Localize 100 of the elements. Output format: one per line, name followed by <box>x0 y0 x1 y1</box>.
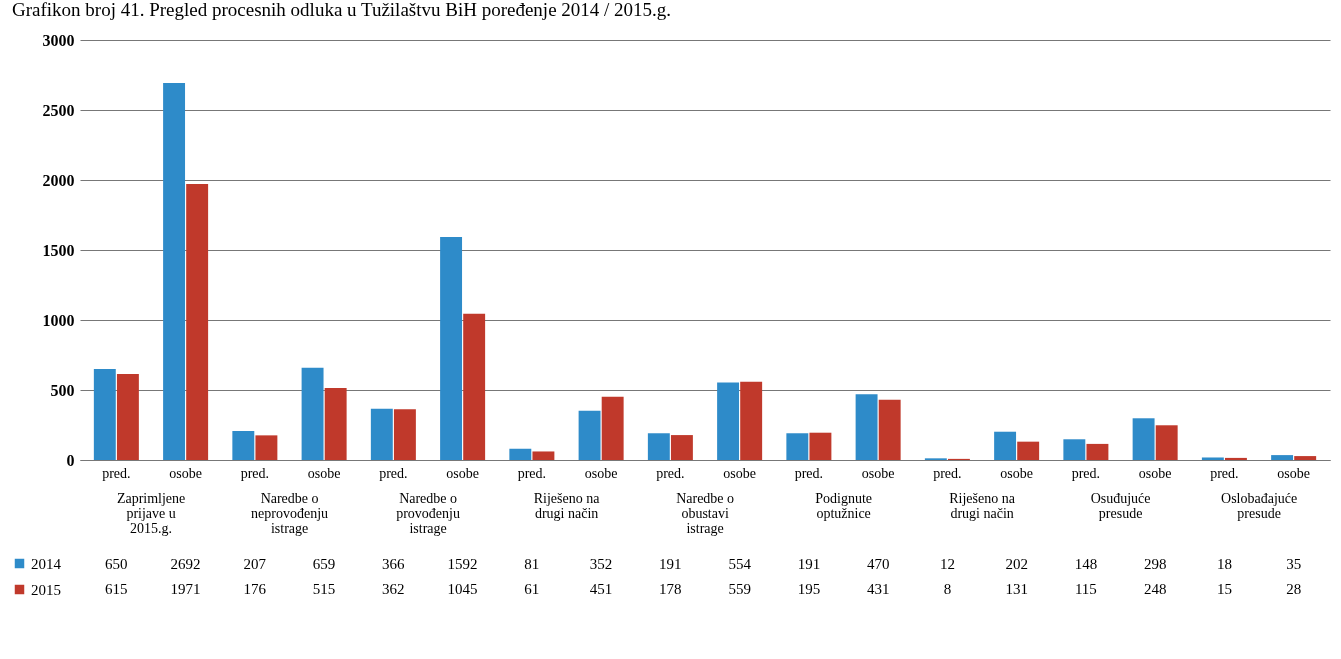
bar <box>1086 443 1109 460</box>
x-tick-label: pred. <box>379 465 408 481</box>
x-tick-label: osobe <box>446 465 479 481</box>
data-label: 515 <box>312 581 336 597</box>
y-tick-label: 2500 <box>42 101 75 119</box>
x-tick-label: osobe <box>1277 465 1310 481</box>
bar <box>324 387 347 460</box>
data-label: 15 <box>1216 581 1232 597</box>
data-label: 176 <box>243 581 267 597</box>
y-tick-label: 3000 <box>42 31 75 49</box>
bar <box>393 409 416 460</box>
y-tick-label: 500 <box>50 381 75 399</box>
bar <box>786 433 809 460</box>
x-tick-label: osobe <box>307 465 341 481</box>
y-tick-label: 1500 <box>42 241 75 259</box>
bar <box>116 373 139 460</box>
text: Oslobađajuće presude <box>1221 491 1298 521</box>
data-label: 1592 <box>447 556 478 572</box>
bar <box>186 184 209 460</box>
bar <box>163 83 186 460</box>
data-label: 1045 <box>447 581 478 597</box>
bar <box>509 448 532 460</box>
bar <box>1017 441 1040 460</box>
x-tick-label: osobe <box>1000 465 1033 481</box>
text: Riješeno na drugi način <box>533 491 601 521</box>
x-tick-label: pred. <box>656 465 685 481</box>
x-tick-label: osobe <box>1138 465 1172 481</box>
bar <box>994 431 1017 460</box>
bar <box>1294 456 1317 460</box>
data-label: 2692 <box>170 556 201 572</box>
data-label: 61 <box>524 581 540 597</box>
bar <box>440 237 463 460</box>
text: Naredbe o obustavi istrage <box>676 491 735 536</box>
x-tick-label: pred. <box>794 465 824 481</box>
data-label: 615 <box>105 581 128 597</box>
data-label: 1971 <box>170 581 201 597</box>
bar <box>878 399 901 460</box>
bar <box>532 451 555 460</box>
bar <box>232 431 255 460</box>
data-label: 559 <box>728 581 751 597</box>
bar <box>1063 439 1086 460</box>
data-label: 131 <box>1005 581 1028 597</box>
data-label: 470 <box>866 556 890 572</box>
data-label: 366 <box>382 556 406 572</box>
data-label: 207 <box>243 556 267 572</box>
text: Riješeno na drugi način <box>949 491 1016 521</box>
text: Podignute optužnice <box>815 491 872 521</box>
y-tick-label: 0 <box>66 451 75 469</box>
bar <box>463 313 486 460</box>
text: Naredbe o neprovođenju istrage <box>251 491 329 536</box>
bar <box>1155 425 1178 460</box>
text: Naredbe o provođenju istrage <box>396 491 460 536</box>
x-tick-label: pred. <box>240 465 270 481</box>
x-tick-label: pred. <box>102 465 131 481</box>
data-label: 352 <box>589 556 613 572</box>
bar <box>670 435 693 460</box>
data-label: 195 <box>797 581 821 597</box>
x-tick-label: pred. <box>1071 465 1101 481</box>
y-tick-label: 1000 <box>42 311 75 329</box>
data-label: 650 <box>105 556 128 572</box>
data-label: 191 <box>659 556 682 572</box>
bar <box>740 381 763 460</box>
legend-label: 2014 <box>31 555 62 572</box>
data-label: 35 <box>1286 556 1302 572</box>
data-label: 554 <box>728 556 752 572</box>
data-label: 8 <box>943 581 952 597</box>
data-label: 362 <box>382 581 405 597</box>
bar <box>647 433 670 460</box>
bar <box>93 369 116 460</box>
text: Zaprimljene prijave u 2015.g. <box>116 491 186 536</box>
data-label: 431 <box>866 581 890 597</box>
bar <box>809 432 832 460</box>
text: Osuđujuće presude <box>1090 491 1151 521</box>
data-label: 298 <box>1143 556 1167 572</box>
x-tick-label: osobe <box>169 465 202 481</box>
bar <box>855 394 878 460</box>
bar <box>578 410 601 460</box>
x-tick-label: pred. <box>517 465 547 481</box>
bar <box>717 382 740 460</box>
bar <box>1224 457 1247 460</box>
bar <box>370 408 393 460</box>
data-label: 18 <box>1216 556 1232 572</box>
data-label: 81 <box>524 556 540 572</box>
data-label: 12 <box>939 556 955 572</box>
bar <box>1132 418 1155 460</box>
bar <box>601 396 624 460</box>
data-label: 248 <box>1143 581 1167 597</box>
x-tick-label: osobe <box>584 465 618 481</box>
data-label: 451 <box>589 581 613 597</box>
bar <box>255 435 278 460</box>
data-label: 28 <box>1286 581 1302 597</box>
bar <box>1271 455 1294 460</box>
x-tick-label: osobe <box>723 465 756 481</box>
data-label: 659 <box>312 556 336 572</box>
data-label: 191 <box>797 556 821 572</box>
chart-title: Grafikon broj 41. Pregled procesnih odluka u Tužilaštvu BiH poređenje 2014 / 2015.g. <box>12 0 672 20</box>
bar <box>301 367 324 460</box>
x-tick-label: osobe <box>861 465 895 481</box>
y-tick-label: 2000 <box>42 171 75 189</box>
data-label: 115 <box>1074 581 1097 597</box>
